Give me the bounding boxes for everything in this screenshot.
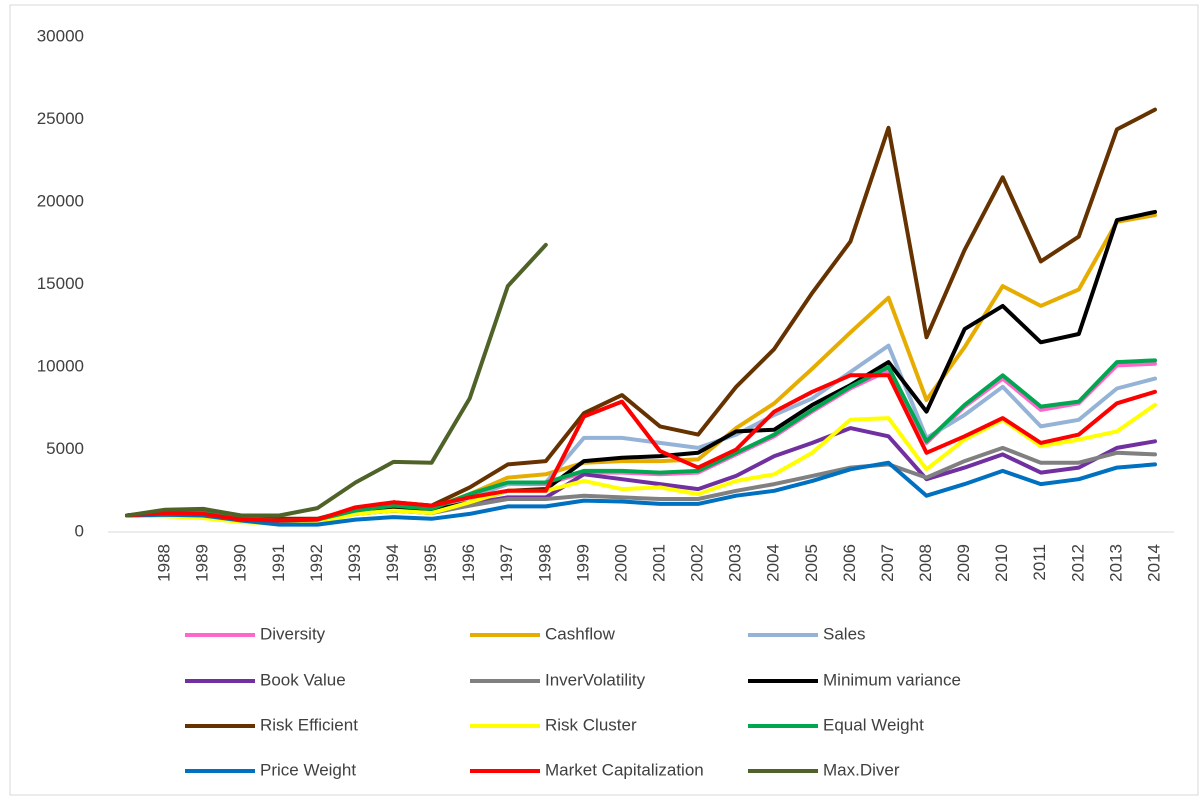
x-tick-label: 1994 [383, 544, 402, 582]
legend-label: Sales [823, 624, 866, 643]
legend-label: Risk Efficient [260, 715, 358, 734]
x-tick-label: 2002 [688, 544, 707, 582]
x-tick-label: 2010 [992, 544, 1011, 582]
y-tick-label: 15000 [37, 274, 84, 293]
x-tick-label: 2006 [840, 544, 859, 582]
x-tick-label: 1995 [421, 544, 440, 582]
x-tick-label: 2013 [1106, 544, 1125, 582]
legend-label: Diversity [260, 624, 326, 643]
x-tick-label: 1993 [345, 544, 364, 582]
x-tick-label: 2007 [878, 544, 897, 582]
y-tick-label: 25000 [37, 109, 84, 128]
chart-border [9, 4, 1199, 796]
x-tick-label: 1992 [307, 544, 326, 582]
x-tick-label: 1991 [269, 544, 288, 582]
x-tick-label: 1998 [535, 544, 554, 582]
y-tick-label: 30000 [37, 26, 84, 45]
legend-label: Price Weight [260, 760, 356, 779]
x-tick-label: 1996 [459, 544, 478, 582]
x-tick-label: 1999 [573, 544, 592, 582]
legend-label: Equal Weight [823, 715, 924, 734]
series-line [125, 373, 1157, 523]
legend-label: Risk Cluster [545, 715, 637, 734]
x-tick-label: 1988 [155, 544, 174, 582]
series-line [125, 242, 548, 518]
x-tick-label: 2000 [611, 544, 630, 582]
x-tick-label: 2003 [726, 544, 745, 582]
x-tick-label: 1997 [497, 544, 516, 582]
x-tick-label: 2004 [764, 544, 783, 582]
legend-label: Cashflow [545, 624, 616, 643]
y-tick-label: 20000 [37, 191, 84, 210]
legend-label: InverVolatility [545, 670, 646, 689]
x-tick-label: 2011 [1030, 544, 1049, 581]
x-tick-label: 1989 [193, 544, 212, 582]
legend-label: Book Value [260, 670, 346, 689]
x-tick-label: 2009 [954, 544, 973, 582]
x-tick-label: 1990 [231, 544, 250, 582]
y-tick-label: 10000 [37, 356, 84, 375]
x-tick-label: 2005 [802, 544, 821, 582]
x-tick-label: 2012 [1068, 544, 1087, 582]
x-tick-label: 2008 [916, 544, 935, 582]
legend-label: Market Capitalization [545, 760, 704, 779]
x-tick-label: 2014 [1144, 544, 1163, 582]
y-tick-label: 0 [75, 521, 84, 540]
series-line [125, 460, 1157, 527]
y-tick-label: 5000 [46, 439, 84, 458]
legend-label: Minimum variance [823, 670, 961, 689]
legend-label: Max.Diver [823, 760, 900, 779]
x-tick-label: 2001 [650, 544, 669, 582]
